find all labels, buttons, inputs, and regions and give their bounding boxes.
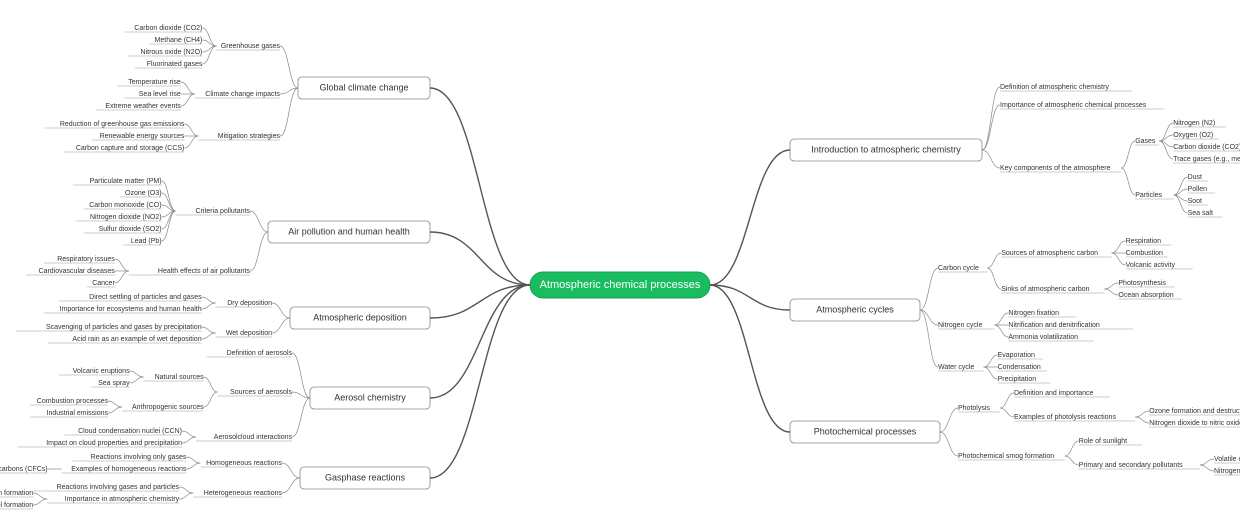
leaf-label: Nitrification and denitrification [1008, 322, 1100, 329]
leaf-label: Methane (CH4) [155, 37, 203, 44]
leaf-label: Carbon dioxide (CO2) [1173, 144, 1240, 151]
center-label: Atmospheric chemical processes [540, 279, 701, 291]
sub-label: Criteria pollutants [196, 208, 251, 215]
subsub-label: Definition and importance [1014, 390, 1093, 397]
leaf-label: Ozone (O3) [125, 190, 162, 197]
branch-label: Air pollution and human health [288, 226, 410, 236]
leaf-label: Carbon dioxide (CO2) [134, 25, 202, 32]
sub-label: Dry deposition [227, 300, 272, 307]
leaf-label: Reactions involving only gases [91, 454, 187, 461]
leaf-label: Ocean absorption [1118, 292, 1173, 299]
leaf-label: Importance for ecosystems and human heal… [60, 306, 202, 313]
sub-label: Aerosolcloud interactions [214, 434, 293, 441]
leaf-label: Volatile organic compounds (VOCs) [1214, 456, 1240, 463]
sub-label: Heterogeneous reactions [204, 490, 283, 497]
branch-label: Atmospheric cycles [816, 304, 894, 314]
leaf-label: Condensation [998, 364, 1041, 371]
leaf-label: Volcanic activity [1126, 262, 1176, 269]
leaf-label: Nitrogen dioxide (NO2) [90, 214, 162, 221]
subsub-label: Particles [1135, 192, 1162, 199]
leaf-label: Sea spray [98, 380, 130, 387]
branch-label: Aerosol chemistry [334, 392, 406, 402]
sub-label: Key components of the atmosphere [1000, 165, 1111, 172]
leaf-label: Combustion [1126, 250, 1163, 257]
leaf-label: Renewable energy sources [100, 133, 185, 140]
leaf-label: Extreme weather events [105, 103, 181, 110]
leaf-label: Cancer [92, 280, 115, 287]
leaf-label: Nitrogen oxides (NOx) [1214, 468, 1240, 475]
sub-label: Nitrogen cycle [938, 322, 982, 329]
branch-label: Introduction to atmospheric chemistry [811, 144, 961, 154]
leaf-label: Importance in atmospheric chemistry [65, 496, 180, 503]
leaf-label: Particulate matter (PM) [90, 178, 162, 185]
leaf-label: Ozone formation and destruction [1149, 408, 1240, 415]
subsub-label: Sources of atmospheric carbon [1001, 250, 1098, 257]
leaf-label: Cloud condensation nuclei (CCN) [78, 428, 182, 435]
sub-label: Mitigation strategies [218, 133, 281, 140]
leaf-label: Examples of homogeneous reactions [71, 466, 187, 473]
leaf-label: Lead (Pb) [131, 238, 162, 245]
leaf-label: Sea level rise [139, 91, 181, 98]
branch-label: Atmospheric deposition [313, 312, 407, 322]
leaf-label: Respiratory issues [57, 256, 115, 263]
leaf-label: Dust [1188, 174, 1202, 181]
leaf-label: Nitrogen dioxide to nitric oxide [1149, 420, 1240, 427]
sub-label: Homogeneous reactions [206, 460, 282, 467]
sub-label: Photochemical smog formation [958, 453, 1054, 460]
sub-label: Health effects of air pollutants [158, 268, 251, 275]
branch-label: Global climate change [319, 82, 408, 92]
leaf-label: Carbon capture and storage (CCS) [76, 145, 185, 152]
leaf-label: Acid rain as an example of wet depositio… [72, 336, 201, 343]
leaf-label: Industrial emissions [47, 410, 109, 417]
sub-label: Climate change impacts [205, 91, 280, 98]
leaf-label: Oxygen (O2) [1173, 132, 1213, 139]
leaf-label: Volcanic eruptions [73, 368, 130, 375]
leaf-label: Combustion processes [37, 398, 109, 405]
sub-label: Photolysis [958, 405, 990, 412]
leaf-label: Soot [1188, 198, 1202, 205]
sub-label: Definition of atmospheric chemistry [1000, 84, 1109, 91]
leaf-label: Carbon monoxide (CO) [89, 202, 161, 209]
sub-label: Wet deposition [226, 330, 272, 337]
leaf-label: Ammonia volatilization [1008, 334, 1078, 341]
leaf-label: Nitrogen (N2) [1173, 120, 1215, 127]
leaf-label: Pollen [1188, 186, 1208, 193]
subsub-label: Primary and secondary pollutants [1079, 462, 1183, 469]
sub-label: Greenhouse gases [221, 43, 281, 50]
sub-label: Importance of atmospheric chemical proce… [1000, 102, 1147, 109]
leaf-label: Precipitation [998, 376, 1037, 383]
sub-label: Sources of aerosols [230, 389, 292, 396]
leaf-label: Temperature rise [128, 79, 181, 86]
subsub-label: Anthropogenic sources [132, 404, 204, 411]
leaf-label: Respiration [1126, 238, 1162, 245]
sub-label: Definition of aerosols [227, 350, 293, 357]
leaf-label: Scavenging of particles and gases by pre… [46, 324, 202, 331]
leaf-label: Evaporation [998, 352, 1035, 359]
leaf-label: Acid rain formation [0, 490, 33, 497]
leaf-label: Sea salt [1188, 210, 1213, 217]
sub-label: Carbon cycle [938, 265, 979, 272]
leaf-label: Ozone depletion by chlorofluorocarbons (… [0, 466, 48, 473]
leaf-label: Impact on cloud properties and precipita… [46, 440, 182, 447]
leaf-label: Reduction of greenhouse gas emissions [60, 121, 185, 128]
subsub-label: Examples of photolysis reactions [1014, 414, 1116, 421]
sub-label: Water cycle [938, 364, 974, 371]
leaf-label: Nitrous oxide (N2O) [141, 49, 203, 56]
mindmap-canvas: Atmospheric chemical processes Global cli… [0, 0, 1240, 520]
leaf-label: Direct settling of particles and gases [89, 294, 202, 301]
leaf-label: Photosynthesis [1118, 280, 1166, 287]
subsub-label: Sinks of atmospheric carbon [1001, 286, 1089, 293]
subsub-label: Gases [1135, 138, 1156, 145]
subsub-label: Natural sources [155, 374, 205, 381]
leaf-label: Fluorinated gases [147, 61, 203, 68]
leaf-label: Aerosol formation [0, 502, 33, 509]
branch-label: Photochemical processes [814, 426, 917, 436]
leaf-label: Sulfur dioxide (SO2) [99, 226, 162, 233]
leaf-label: Nitrogen fixation [1008, 310, 1059, 317]
leaf-label: Reactions involving gases and particles [57, 484, 180, 491]
leaf-label: Cardiovascular diseases [39, 268, 116, 275]
leaf-label: Trace gases (e.g., methane, ozone) [1173, 156, 1240, 163]
subsub-label: Role of sunlight [1079, 438, 1127, 445]
branch-label: Gasphase reactions [325, 472, 406, 482]
